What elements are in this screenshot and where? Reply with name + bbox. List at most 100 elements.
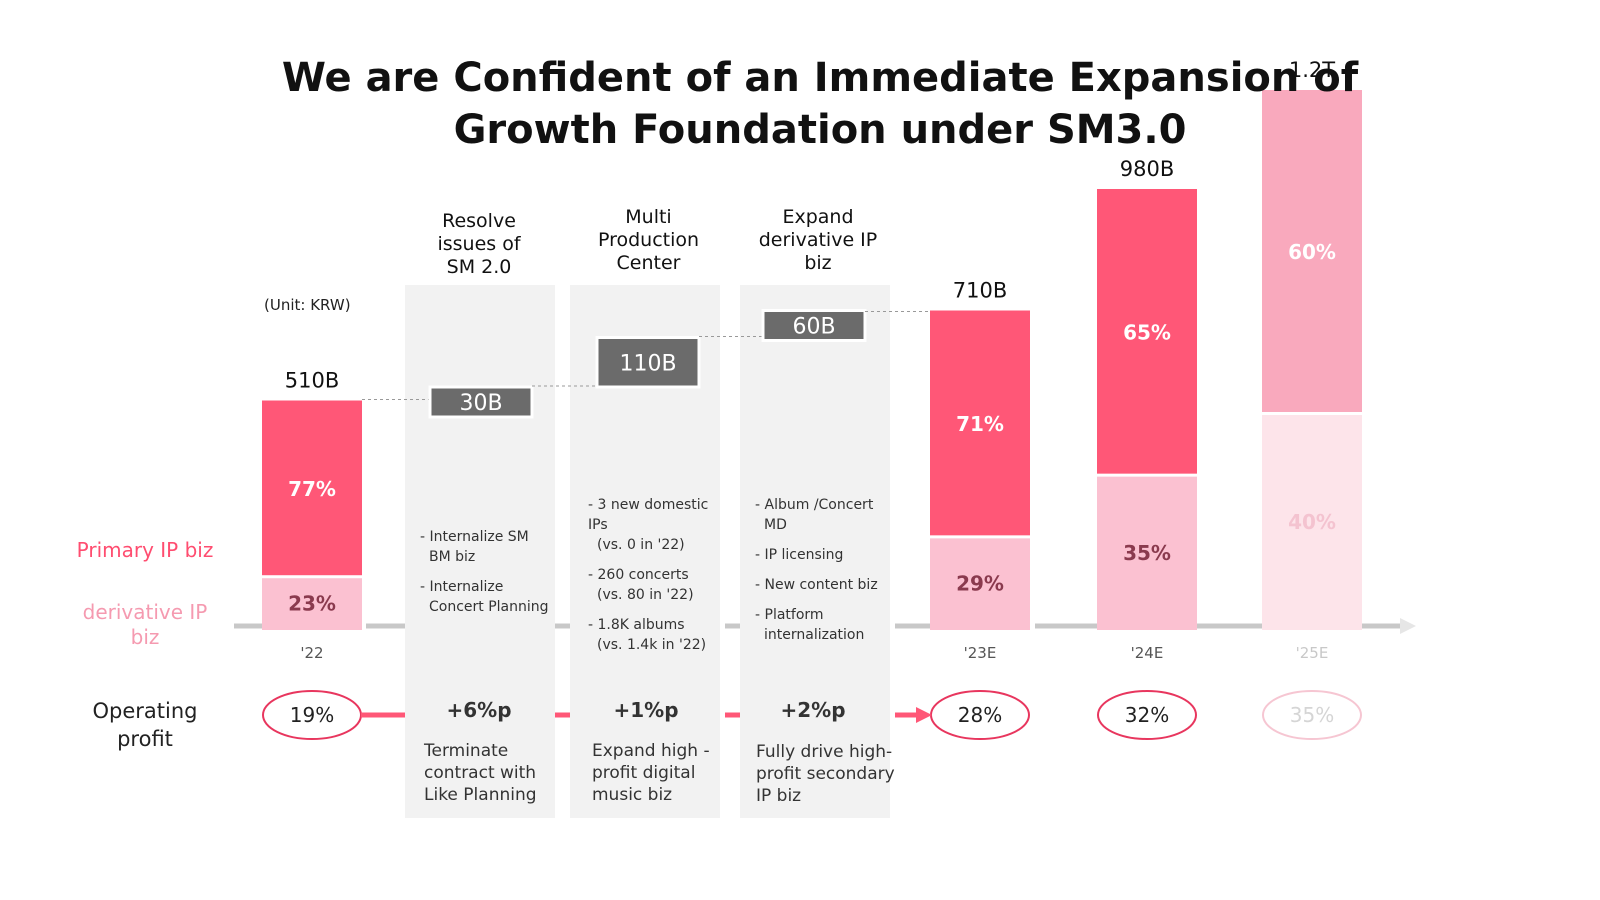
title-line-2: Growth Foundation under SM3.0: [453, 107, 1187, 153]
x-tick-label: '24E: [1131, 644, 1164, 662]
column-3-heading-line: Expand: [782, 206, 854, 228]
bullet-line: - Internalize SM: [420, 529, 529, 545]
legend-primary-ip: Primary IP biz: [76, 538, 214, 562]
bridge-step-label: 30B: [459, 391, 502, 416]
bullet-line: - 260 concerts: [588, 567, 689, 583]
operating-profit-oval: [1262, 690, 1362, 740]
total-label: 510B: [285, 369, 340, 393]
operating-profit-line-2: profit: [117, 727, 173, 751]
data-label-primary: 65%: [1123, 320, 1171, 344]
bridge-step: [595, 336, 701, 389]
total-label: 980B: [1120, 157, 1175, 181]
total-label: 710B: [953, 279, 1008, 303]
total-label: 1.2T: [1289, 58, 1335, 82]
bar-derivative-ip: [1262, 415, 1362, 630]
bar-primary-ip: [930, 310, 1030, 536]
axis-arrow-icon: [1400, 618, 1416, 634]
bullet: - Platform internalization: [755, 605, 895, 645]
title-line-1: We are Confident of an Immediate Expansi…: [281, 55, 1359, 101]
bridge-step-label: 110B: [619, 351, 676, 376]
bullet: - 1.8K albums (vs. 1.4k in '22): [588, 615, 728, 655]
legend-derivative-ip: derivative IP biz: [70, 600, 220, 650]
footnote-line: Fully drive high-: [756, 742, 893, 762]
footnote-line: profit secondary: [756, 764, 895, 784]
footnote-line: contract with: [424, 763, 537, 783]
bridge-step: [428, 385, 534, 419]
legend-derivative-line-1: derivative IP: [82, 600, 208, 624]
column-3-bullets: - Album /Concert MD - IP licensing - New…: [755, 495, 895, 655]
bar-primary-ip: [262, 400, 362, 576]
bullet-line: Concert Planning: [429, 599, 549, 615]
x-tick-label: '22: [300, 644, 323, 662]
column-3-panel: [740, 285, 890, 818]
operating-profit-value: 28%: [958, 703, 1002, 727]
bullet: - Album /Concert MD: [755, 495, 895, 535]
bullet-line: MD: [764, 517, 787, 533]
column-2-heading-line: Multi: [625, 206, 672, 228]
data-label-primary: 60%: [1288, 240, 1336, 264]
column-3-heading: Expand derivative IP biz: [738, 206, 898, 275]
column-2-heading-line: Center: [616, 252, 681, 274]
column-2-delta: +1%p: [613, 698, 679, 722]
column-3-heading-line: biz: [804, 252, 832, 274]
x-tick-label: '23E: [964, 644, 997, 662]
bullet-line: internalization: [764, 627, 865, 643]
column-2-footnote: Expand high - profit digital music biz: [592, 740, 727, 806]
bridge-step: [761, 309, 867, 342]
bullet-line: - Album /Concert: [755, 497, 874, 513]
footnote-line: Terminate: [424, 741, 509, 761]
operating-profit-value: 32%: [1125, 703, 1169, 727]
slide-title: We are Confident of an Immediate Expansi…: [0, 52, 1600, 156]
bullet-line: - 3 new domestic IPs: [588, 497, 709, 533]
bar-primary-ip: [1097, 189, 1197, 474]
data-label-derivative: 29%: [956, 572, 1004, 596]
bridge-step-label: 60B: [792, 315, 835, 340]
column-2-heading-line: Production: [597, 229, 700, 251]
bullet-line: (vs. 0 in '22): [597, 537, 685, 553]
bullet: - IP licensing: [755, 545, 895, 565]
data-label-derivative: 23%: [288, 592, 336, 616]
profit-arrow-icon: [916, 707, 932, 723]
footnote-line: IP biz: [756, 786, 802, 806]
bullet: - Internalize SM BM biz: [420, 527, 555, 567]
data-label-derivative: 40%: [1288, 510, 1336, 534]
column-3-footnote: Fully drive high- profit secondary IP bi…: [756, 741, 896, 807]
operating-profit-value: 19%: [290, 703, 334, 727]
bullet: - Internalize Concert Planning: [420, 577, 555, 617]
bullet: - 260 concerts (vs. 80 in '22): [588, 565, 728, 605]
column-2-bullets: - 3 new domestic IPs (vs. 0 in '22) - 26…: [588, 495, 728, 665]
bullet: - New content biz: [755, 575, 895, 595]
data-label-primary: 77%: [288, 477, 336, 501]
bar-derivative-ip: [1097, 476, 1197, 630]
column-1-panel: [405, 285, 555, 818]
column-1-delta: +6%p: [446, 698, 512, 722]
x-tick-label: '25E: [1296, 644, 1329, 662]
bullet-line: - Platform: [755, 607, 824, 623]
column-1-heading-line: SM 2.0: [446, 256, 512, 278]
footnote-line: Like Planning: [424, 785, 537, 805]
column-1-bullets: - Internalize SM BM biz - Internalize Co…: [420, 527, 555, 627]
column-1-heading-line: Resolve: [442, 210, 516, 232]
column-1-heading-line: issues of: [437, 233, 521, 255]
bullet-line: - New content biz: [755, 577, 878, 593]
bullet-line: - Internalize: [420, 579, 504, 595]
bullet-line: (vs. 80 in '22): [597, 587, 694, 603]
footnote-line: music biz: [592, 785, 673, 805]
operating-profit-label: Operating profit: [70, 697, 220, 753]
column-1-footnote: Terminate contract with Like Planning: [424, 740, 559, 806]
column-2-heading: Multi Production Center: [571, 206, 726, 275]
column-1-heading: Resolve issues of SM 2.0: [404, 210, 554, 279]
operating-profit-line-1: Operating: [92, 699, 198, 723]
bar-primary-ip: [1262, 90, 1362, 412]
bullet-line: - 1.8K albums: [588, 617, 685, 633]
data-label-primary: 71%: [956, 412, 1004, 436]
bullet-line: (vs. 1.4k in '22): [597, 637, 707, 653]
data-label-derivative: 35%: [1123, 541, 1171, 565]
operating-profit-value: 35%: [1290, 703, 1334, 727]
bullet-line: - IP licensing: [755, 547, 844, 563]
operating-profit-oval: [1097, 690, 1197, 740]
column-3-heading-line: derivative IP: [758, 229, 878, 251]
bullet: - 3 new domestic IPs (vs. 0 in '22): [588, 495, 728, 555]
